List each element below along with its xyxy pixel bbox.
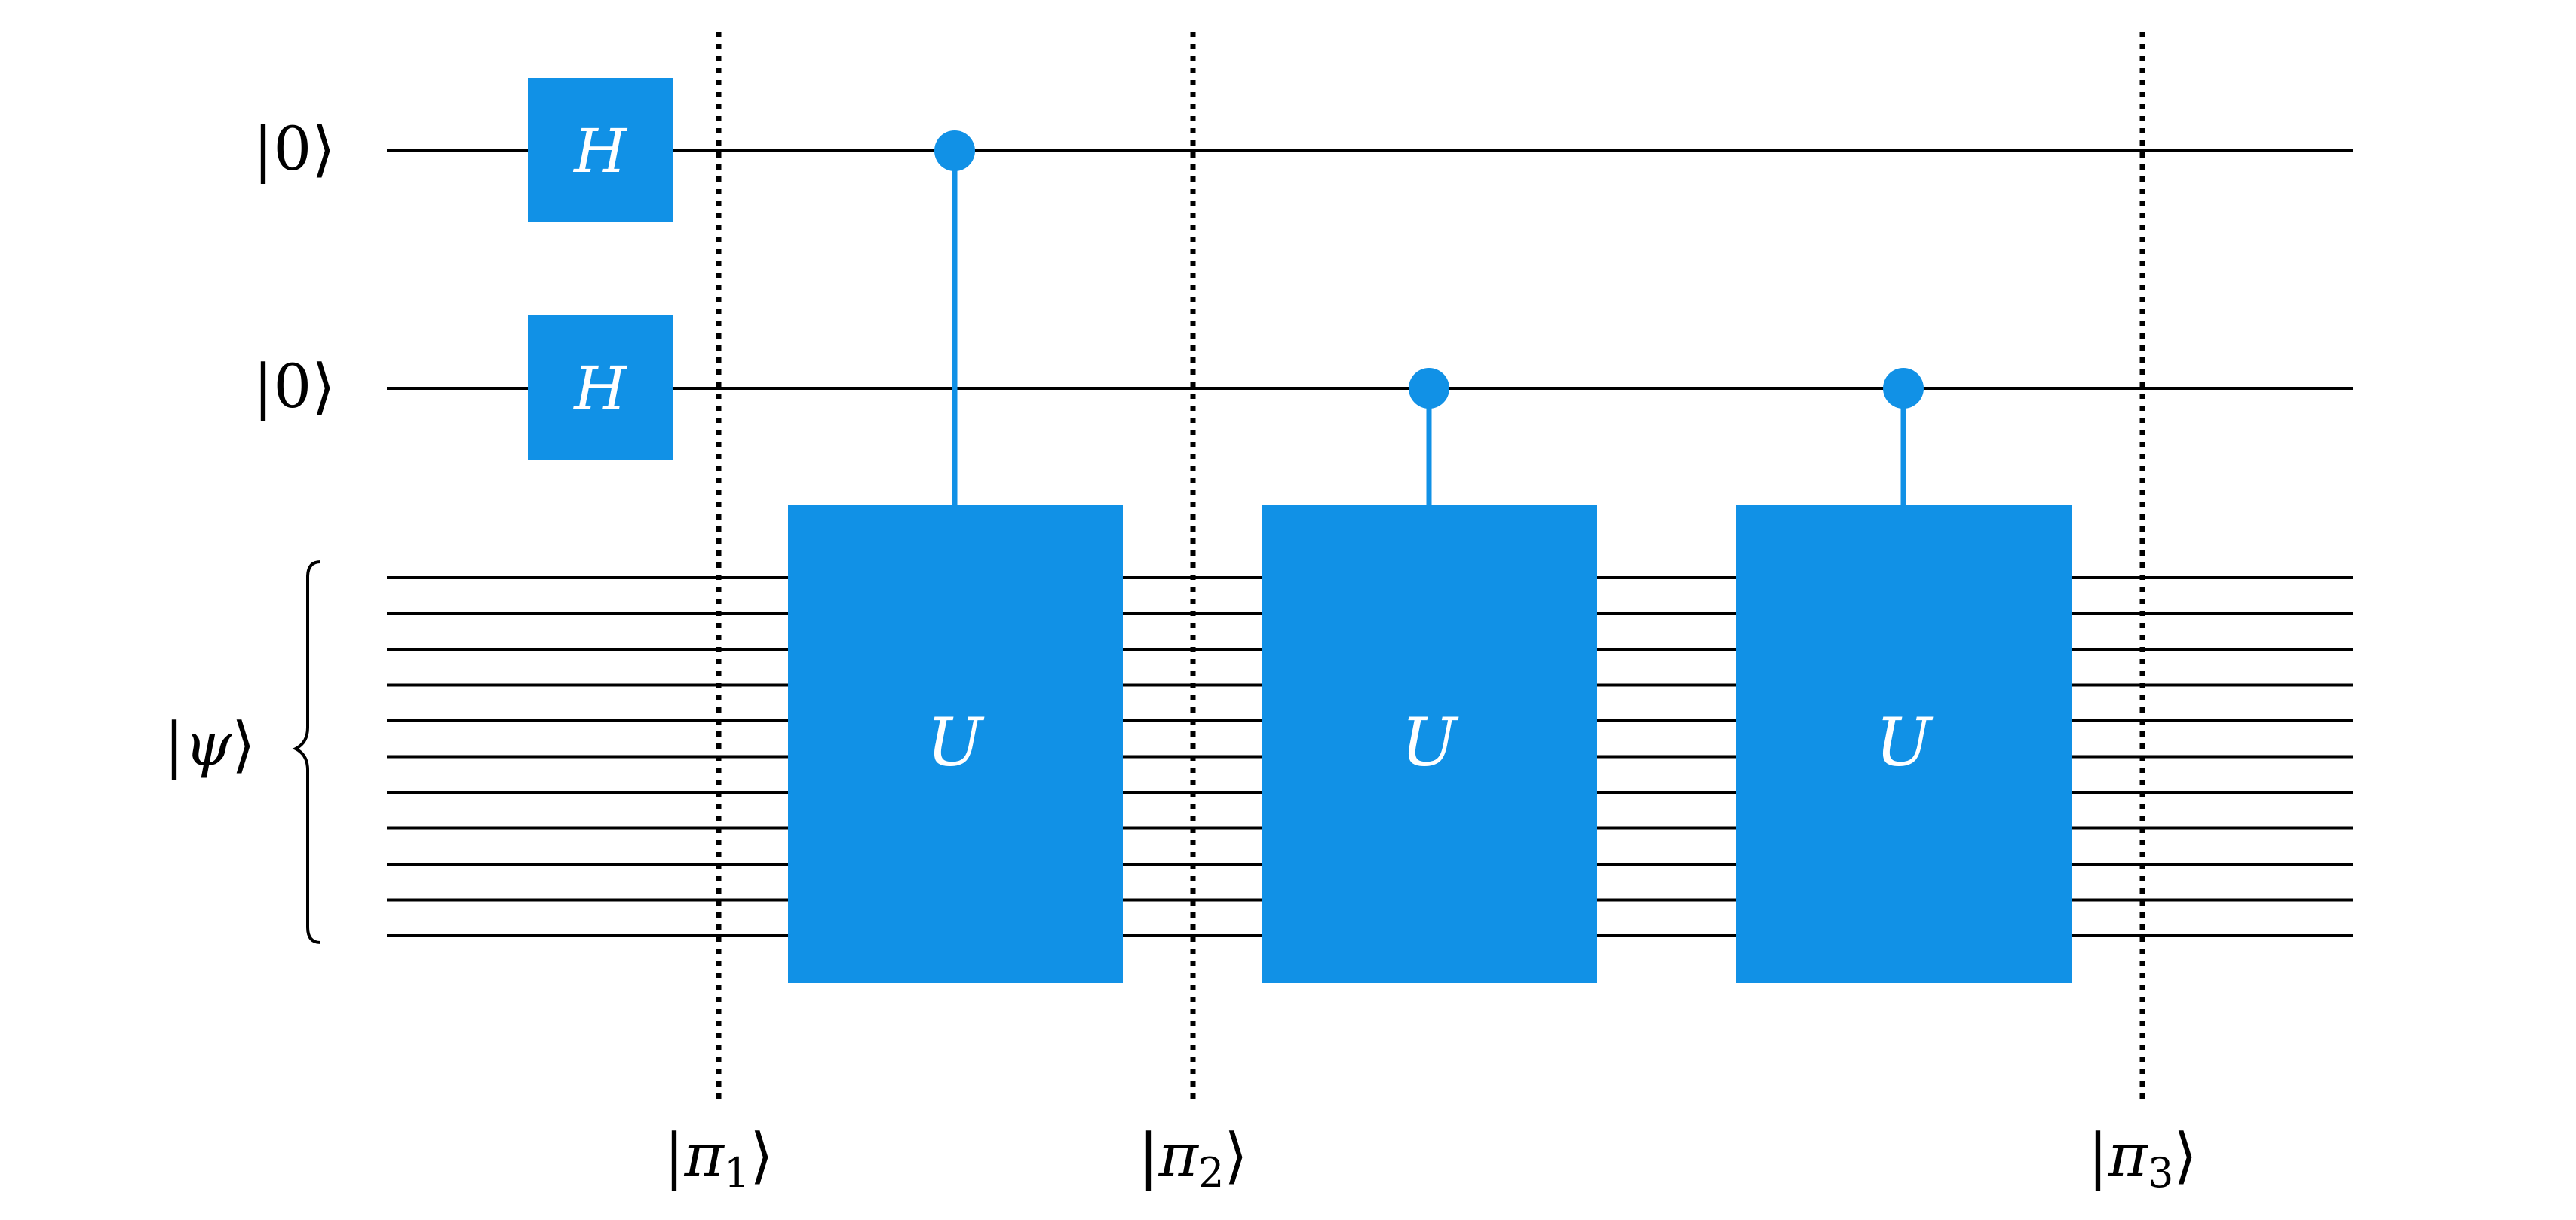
qubit-label-0: |0⟩ [253, 114, 335, 184]
barrier-label-1-close: ⟩ [750, 1120, 773, 1191]
hadamard-gate-0-box [528, 78, 673, 222]
hadamard-gate-1: H [528, 315, 673, 460]
hadamard-gate-1-box [528, 315, 673, 460]
barrier-label-3-open: | [2087, 1120, 2108, 1191]
barrier-label-3-subscript: 3 [2148, 1149, 2173, 1197]
u-gate-0-label: U [927, 703, 985, 781]
barrier-label-2-close: ⟩ [1224, 1120, 1247, 1191]
register-label: |ψ⟩ [164, 710, 256, 780]
u-gate-2-box [1736, 505, 2072, 983]
barrier-label-1-open: | [664, 1120, 684, 1191]
u-gate-1-box [1262, 505, 1597, 983]
barrier-label-3-symbol: π [2107, 1120, 2148, 1191]
controlled-u-gate-1: U [1262, 368, 1597, 983]
barrier-label-3-close: ⟩ [2173, 1120, 2197, 1191]
barrier-label-2: |π2⟩ [1138, 1120, 1247, 1197]
hadamard-gate-0: H [528, 78, 673, 222]
barrier-label-2-subscript: 2 [1198, 1149, 1224, 1197]
control-dot-0 [934, 130, 975, 171]
controlled-u-gate-2: U [1736, 368, 2072, 983]
register-label-open: | [164, 710, 185, 780]
controlled-u-gate-0: U [788, 130, 1123, 983]
barrier-label-1-subscript: 1 [724, 1149, 750, 1197]
barrier-label-2-open: | [1138, 1120, 1158, 1191]
barrier-label-1-symbol: π [683, 1120, 725, 1191]
barrier-label-3: |π3⟩ [2087, 1120, 2197, 1197]
u-gate-0-box [788, 505, 1123, 983]
barrier-label-1: |π1⟩ [664, 1120, 773, 1197]
hadamard-gate-0-label: H [572, 116, 628, 186]
register-brace [292, 560, 321, 944]
register-label-close: ⟩ [232, 710, 255, 780]
barrier-label-2-symbol: π [1158, 1120, 1199, 1191]
u-gate-2-label: U [1875, 703, 1934, 781]
hadamard-gate-1-label: H [572, 354, 628, 424]
register-label-symbol: ψ [185, 710, 233, 780]
qubit-label-1: |0⟩ [253, 351, 335, 421]
control-dot-1 [1409, 368, 1449, 409]
control-dot-2 [1883, 368, 1924, 409]
u-gate-1-label: U [1401, 703, 1459, 781]
